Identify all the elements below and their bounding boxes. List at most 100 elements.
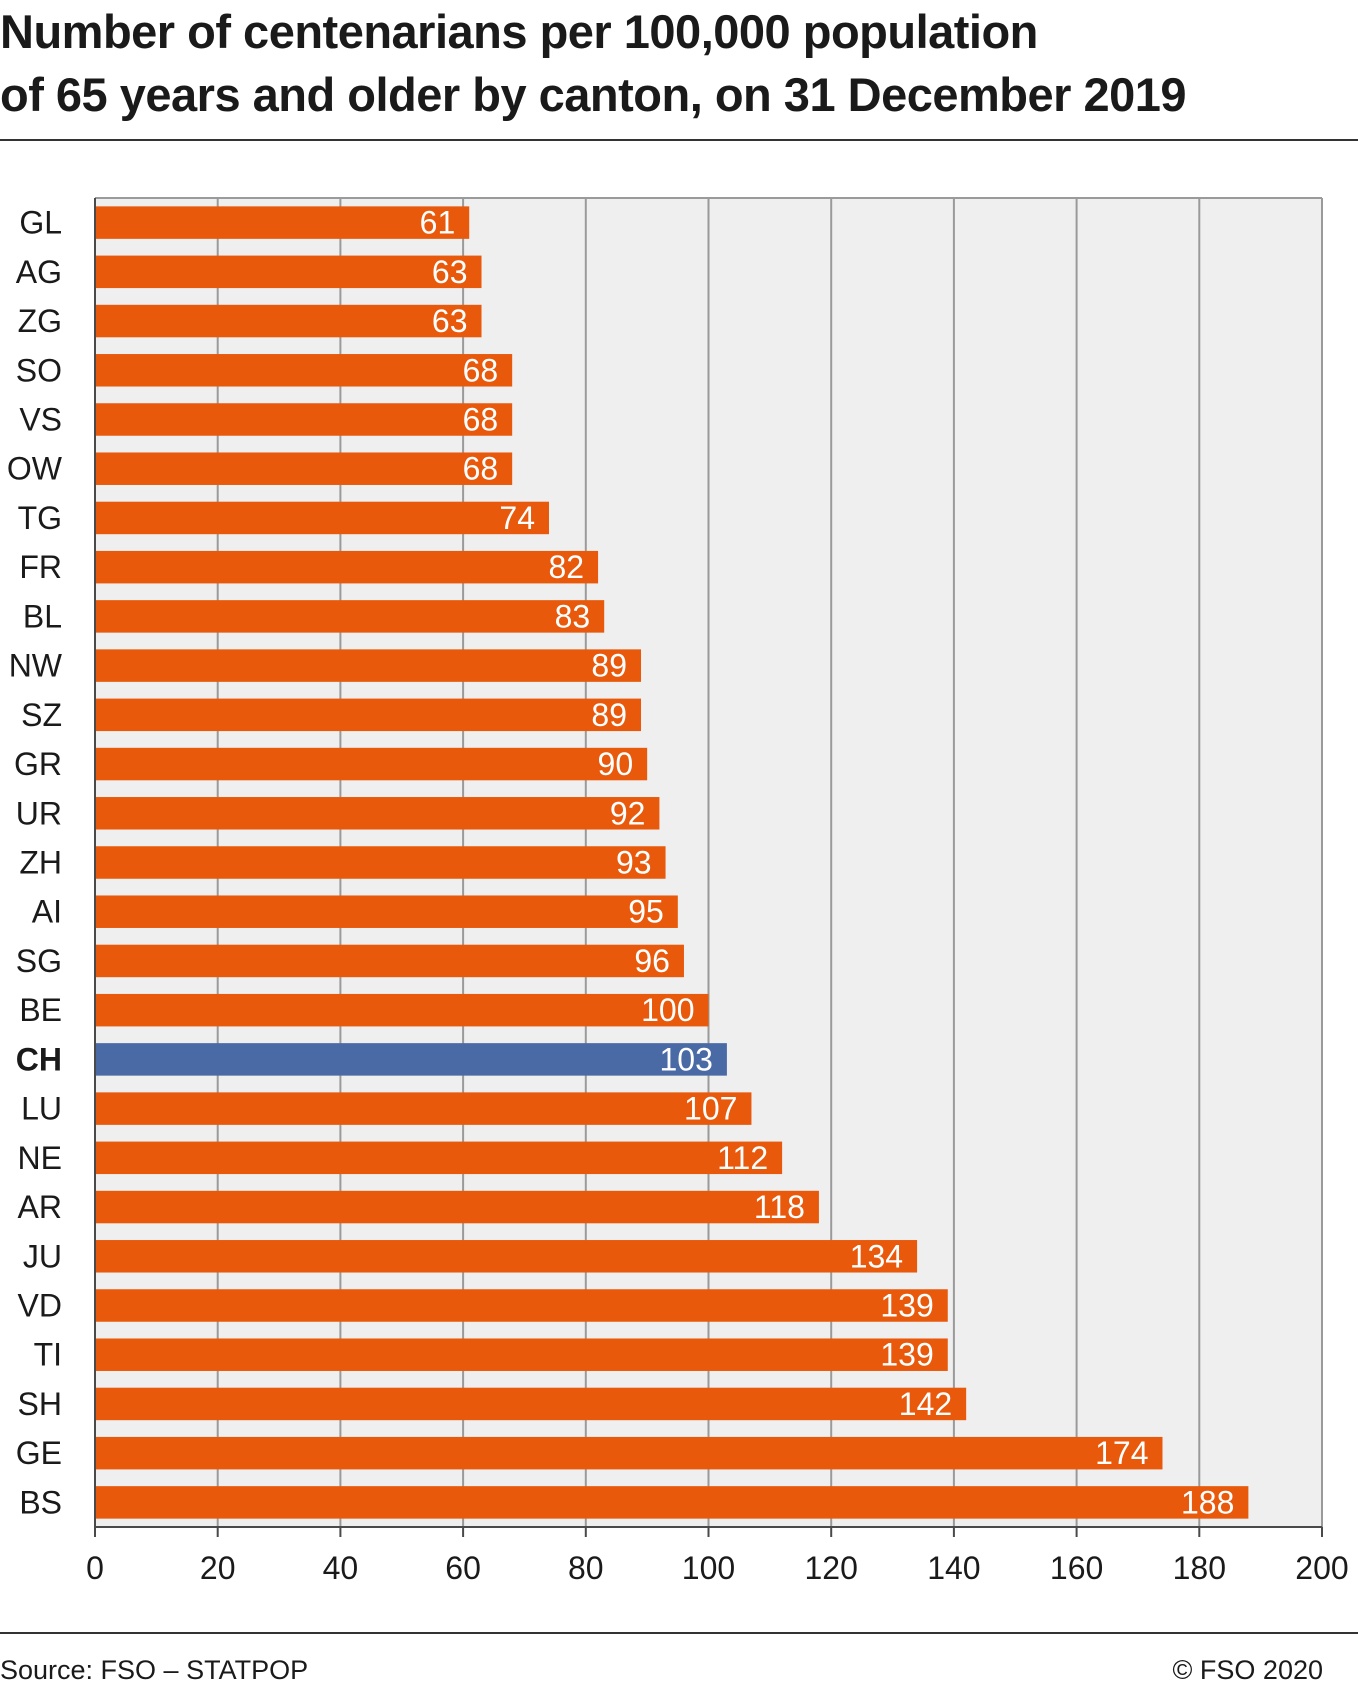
x-tick-label: 60 bbox=[445, 1550, 481, 1586]
bar-nw bbox=[95, 649, 642, 682]
title-divider bbox=[0, 139, 1358, 141]
bar-value-label: 139 bbox=[880, 1337, 933, 1373]
bar-value-label: 188 bbox=[1181, 1484, 1234, 1520]
x-tick-label: 0 bbox=[86, 1550, 104, 1586]
bar-value-label: 142 bbox=[899, 1386, 952, 1422]
bar-value-label: 96 bbox=[634, 943, 670, 979]
bar-zh bbox=[95, 846, 666, 879]
category-label-lu: LU bbox=[21, 1091, 62, 1127]
category-label-ow: OW bbox=[7, 451, 63, 487]
bar-value-label: 103 bbox=[660, 1041, 713, 1077]
bar-ow bbox=[95, 452, 513, 485]
category-label-nw: NW bbox=[9, 648, 63, 684]
category-label-gl: GL bbox=[19, 205, 62, 241]
bar-lu bbox=[95, 1092, 752, 1125]
bar-value-label: 107 bbox=[684, 1091, 737, 1127]
bar-value-label: 90 bbox=[598, 746, 634, 782]
category-label-sg: SG bbox=[16, 943, 62, 979]
bar-ti bbox=[95, 1338, 948, 1371]
chart-title-line-1: Number of centenarians per 100,000 popul… bbox=[0, 5, 1038, 58]
bar-value-label: 112 bbox=[717, 1140, 768, 1176]
bar-zg bbox=[95, 304, 482, 338]
category-label-ag: AG bbox=[16, 254, 62, 290]
bar-ge bbox=[95, 1436, 1163, 1470]
category-label-zg: ZG bbox=[18, 303, 62, 339]
bar-gr bbox=[95, 747, 648, 781]
x-tick-label: 200 bbox=[1295, 1550, 1348, 1586]
x-tick-label: 120 bbox=[805, 1550, 858, 1586]
bar-ar bbox=[95, 1190, 819, 1224]
bar-bs bbox=[95, 1486, 1249, 1519]
chart-title-line-2: of 65 years and older by canton, on 31 D… bbox=[0, 68, 1187, 121]
category-label-zh: ZH bbox=[19, 845, 62, 881]
footer-divider bbox=[0, 1632, 1358, 1634]
bar-sz bbox=[95, 698, 642, 732]
category-label-ti: TI bbox=[34, 1337, 62, 1373]
bar-vs bbox=[95, 403, 513, 436]
bar-ai bbox=[95, 895, 678, 928]
category-label-ju: JU bbox=[23, 1238, 62, 1274]
category-label-ar: AR bbox=[18, 1189, 62, 1225]
bar-vd bbox=[95, 1289, 948, 1322]
bar-fr bbox=[95, 550, 599, 584]
bar-value-label: 134 bbox=[850, 1238, 903, 1274]
bar-value-label: 63 bbox=[432, 303, 468, 339]
bar-value-label: 63 bbox=[432, 254, 468, 290]
x-tick-label: 160 bbox=[1050, 1550, 1103, 1586]
category-label-bl: BL bbox=[23, 598, 62, 634]
x-tick-label: 140 bbox=[927, 1550, 980, 1586]
category-label-vs: VS bbox=[19, 402, 62, 438]
bar-value-label: 61 bbox=[420, 205, 456, 241]
bar-ag bbox=[95, 255, 482, 289]
chart-title: Number of centenarians per 100,000 popul… bbox=[0, 0, 1358, 126]
x-tick-label: 80 bbox=[568, 1550, 604, 1586]
bar-value-label: 174 bbox=[1095, 1435, 1148, 1471]
x-tick-label: 180 bbox=[1173, 1550, 1226, 1586]
category-label-ch: CH bbox=[16, 1041, 62, 1077]
category-label-ur: UR bbox=[16, 795, 62, 831]
category-label-vd: VD bbox=[18, 1288, 62, 1324]
x-tick-label: 100 bbox=[682, 1550, 735, 1586]
category-label-ne: NE bbox=[18, 1140, 62, 1176]
bar-sh bbox=[95, 1387, 967, 1421]
bar-value-label: 100 bbox=[641, 992, 694, 1028]
bar-value-label: 89 bbox=[591, 648, 627, 684]
category-label-tg: TG bbox=[18, 500, 62, 536]
bar-tg bbox=[95, 501, 549, 535]
bar-value-label: 68 bbox=[463, 352, 499, 388]
bar-value-label: 68 bbox=[463, 402, 499, 438]
category-label-bs: BS bbox=[19, 1484, 62, 1520]
bar-value-label: 95 bbox=[628, 894, 664, 930]
bar-ch bbox=[95, 1043, 727, 1076]
bar-be bbox=[95, 993, 709, 1027]
bar-value-label: 89 bbox=[591, 697, 627, 733]
bar-gl bbox=[95, 206, 470, 239]
bar-value-label: 83 bbox=[555, 598, 591, 634]
category-label-ge: GE bbox=[16, 1435, 62, 1471]
category-label-be: BE bbox=[19, 992, 62, 1028]
bar-so bbox=[95, 354, 513, 387]
category-label-fr: FR bbox=[19, 549, 62, 585]
bar-value-label: 82 bbox=[548, 549, 584, 585]
bar-ne bbox=[95, 1141, 783, 1175]
category-label-so: SO bbox=[16, 352, 62, 388]
category-label-sz: SZ bbox=[21, 697, 62, 733]
bar-value-label: 139 bbox=[880, 1288, 933, 1324]
source-note: Source: FSO – STATPOP bbox=[0, 1655, 309, 1685]
x-tick-label: 20 bbox=[200, 1550, 236, 1586]
copyright-note: © FSO 2020 bbox=[1172, 1655, 1323, 1685]
bar-chart: 61 GL 63 AG 63 ZG 68 SO 68 VS 68 OW 74 TG 82 FR 83 BL 89 NW… bbox=[7, 197, 1349, 1586]
bar-ur bbox=[95, 797, 660, 830]
category-label-gr: GR bbox=[14, 746, 62, 782]
bar-value-label: 93 bbox=[616, 845, 652, 881]
category-label-ai: AI bbox=[32, 894, 62, 930]
bar-bl bbox=[95, 600, 605, 633]
bar-sg bbox=[95, 944, 684, 978]
category-label-sh: SH bbox=[18, 1386, 62, 1422]
bar-value-label: 68 bbox=[463, 451, 499, 487]
bar-value-label: 118 bbox=[754, 1189, 805, 1225]
x-tick-label: 40 bbox=[323, 1550, 359, 1586]
bar-value-label: 74 bbox=[499, 500, 535, 536]
bar-ju bbox=[95, 1240, 918, 1273]
bar-value-label: 92 bbox=[610, 795, 646, 831]
